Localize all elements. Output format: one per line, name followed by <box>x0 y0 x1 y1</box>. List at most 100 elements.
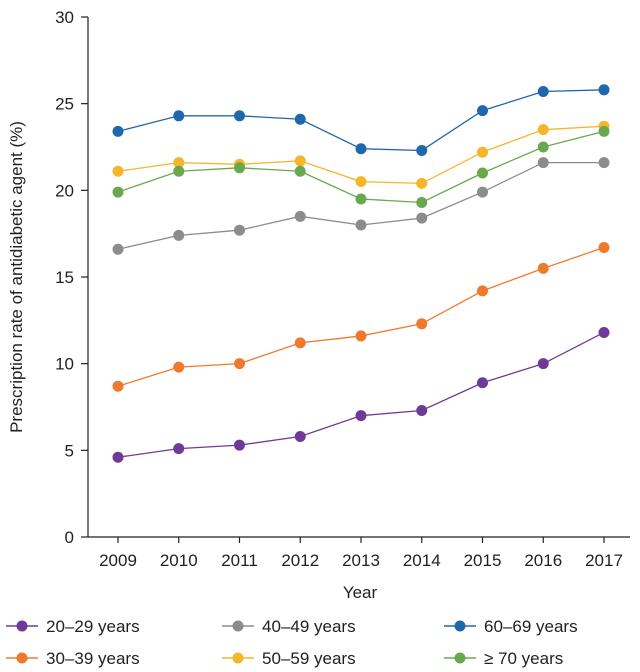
data-point <box>355 330 367 342</box>
data-point <box>294 113 306 125</box>
legend-swatch-marker <box>454 652 466 664</box>
data-point <box>294 337 306 349</box>
data-point <box>537 124 549 136</box>
data-point <box>173 165 185 177</box>
data-point <box>173 110 185 122</box>
y-tick-label: 5 <box>65 441 74 460</box>
legend-item: 50–59 years <box>222 649 356 668</box>
data-point <box>112 243 124 255</box>
series-line <box>117 331 605 458</box>
data-point <box>416 196 428 208</box>
data-point <box>112 380 124 392</box>
legend-item: ≥ 70 years <box>444 649 563 668</box>
data-point <box>355 176 367 188</box>
x-tick-label: 2016 <box>524 551 562 570</box>
data-point <box>416 212 428 224</box>
series-line <box>117 161 604 250</box>
legend-label: 50–59 years <box>262 649 356 668</box>
series-0 <box>112 326 610 463</box>
data-point <box>598 326 610 338</box>
legend-label: 60–69 years <box>484 617 578 636</box>
x-tick-label: 2014 <box>403 551 441 570</box>
data-point <box>355 193 367 205</box>
data-point <box>173 443 185 455</box>
series-layer <box>112 84 610 463</box>
data-point <box>173 157 185 169</box>
data-point <box>112 165 124 177</box>
data-point <box>355 143 367 155</box>
legend-item: 30–39 years <box>6 649 140 668</box>
data-point <box>537 86 549 98</box>
data-point <box>416 318 428 330</box>
x-tick-label: 2017 <box>585 551 623 570</box>
data-point <box>416 144 428 156</box>
data-point <box>477 146 488 158</box>
data-point <box>477 167 488 179</box>
data-point <box>477 377 488 389</box>
legend-item: 40–49 years <box>222 617 356 636</box>
x-axis-title: Year <box>343 583 378 602</box>
legend-swatch-marker <box>232 620 244 632</box>
legend-label: 40–49 years <box>262 617 356 636</box>
data-point <box>537 262 549 274</box>
x-tick-label: 2012 <box>281 551 319 570</box>
legend-swatch-marker <box>454 620 466 632</box>
legend-swatch-marker <box>232 652 244 664</box>
data-point <box>234 110 245 122</box>
series-1 <box>112 242 610 392</box>
legend: 20–29 years 40–49 years 60–69 years 30–39 y… <box>6 617 578 668</box>
series-3 <box>112 120 610 189</box>
data-point <box>537 157 549 169</box>
data-point <box>416 404 428 416</box>
data-point <box>477 105 488 117</box>
data-point <box>294 165 306 177</box>
y-tick-label: 0 <box>65 528 74 547</box>
y-ticks: 0 5 10 15 20 25 30 <box>55 8 88 547</box>
x-ticks: 2009 2010 2011 2012 2013 2014 2015 2016 2017 <box>99 537 623 570</box>
data-point <box>294 430 306 442</box>
axes <box>87 17 630 538</box>
series-2 <box>112 157 610 255</box>
series-line <box>117 130 605 204</box>
y-tick-label: 20 <box>55 181 74 200</box>
data-point <box>477 285 488 297</box>
x-tick-label: 2009 <box>99 551 137 570</box>
x-tick-label: 2013 <box>342 551 380 570</box>
data-point <box>112 186 124 198</box>
legend-label: 30–39 years <box>46 649 140 668</box>
data-point <box>598 125 610 137</box>
x-tick-label: 2011 <box>221 551 258 570</box>
series-4 <box>112 84 610 156</box>
y-tick-label: 25 <box>55 95 74 114</box>
legend-label: ≥ 70 years <box>484 649 563 668</box>
data-point <box>234 358 245 370</box>
x-tick-label: 2015 <box>464 551 502 570</box>
data-point <box>598 242 610 254</box>
data-point <box>477 186 488 198</box>
data-point <box>598 84 610 96</box>
legend-swatch-marker <box>16 620 28 632</box>
data-point <box>173 229 185 241</box>
data-point <box>234 439 245 451</box>
x-tick-label: 2010 <box>160 551 198 570</box>
data-point <box>294 210 306 222</box>
data-point <box>112 125 124 137</box>
series-line <box>117 89 605 152</box>
data-point <box>173 361 185 373</box>
y-tick-label: 15 <box>55 268 74 287</box>
data-point <box>234 224 245 236</box>
legend-item: 20–29 years <box>6 617 140 636</box>
data-point <box>234 162 245 174</box>
series-line <box>117 246 605 387</box>
y-tick-label: 30 <box>55 8 74 27</box>
series-5 <box>112 125 610 208</box>
y-tick-label: 10 <box>55 355 74 374</box>
legend-item: 60–69 years <box>444 617 578 636</box>
data-point <box>416 177 428 189</box>
series-line <box>117 125 605 185</box>
data-point <box>355 410 367 422</box>
legend-swatch-marker <box>16 652 28 664</box>
data-point <box>598 157 610 169</box>
legend-label: 20–29 years <box>46 617 140 636</box>
